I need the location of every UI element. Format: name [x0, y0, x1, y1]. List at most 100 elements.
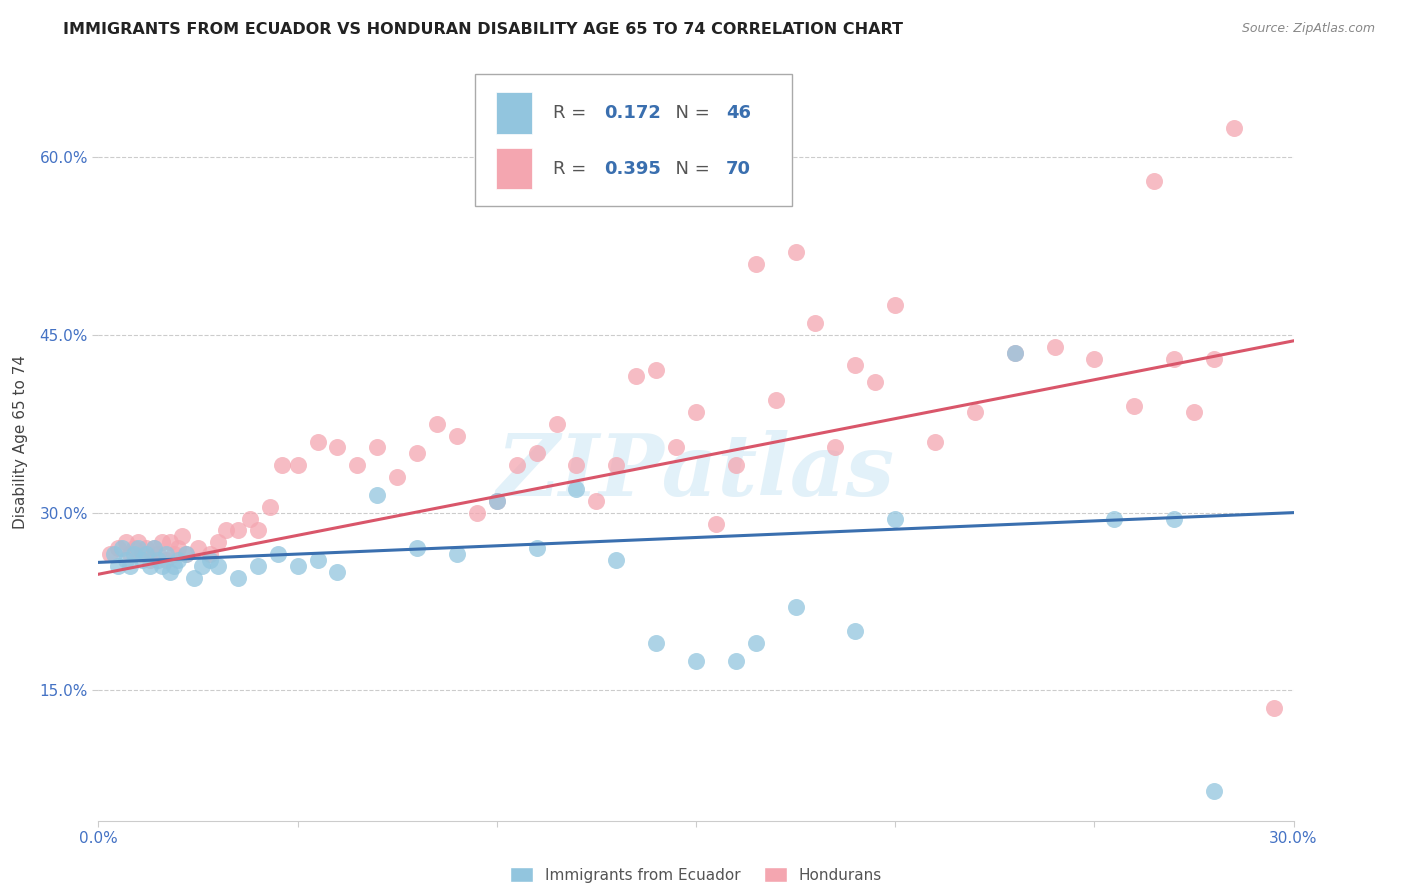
Point	[148, 553, 170, 567]
Point	[98, 547, 122, 561]
Text: N =: N =	[664, 160, 716, 178]
Point	[143, 541, 166, 556]
Point	[1202, 784, 1225, 798]
Point	[246, 524, 269, 538]
Point	[226, 571, 249, 585]
Text: IMMIGRANTS FROM ECUADOR VS HONDURAN DISABILITY AGE 65 TO 74 CORRELATION CHART: IMMIGRANTS FROM ECUADOR VS HONDURAN DISA…	[63, 22, 903, 37]
Text: ZIPatlas: ZIPatlas	[496, 430, 896, 514]
Text: R =: R =	[553, 104, 592, 122]
Point	[685, 654, 707, 668]
Point	[270, 458, 292, 473]
Point	[139, 553, 162, 567]
Point	[645, 636, 668, 650]
Point	[645, 363, 668, 377]
Point	[174, 547, 197, 561]
Point	[366, 488, 388, 502]
Point	[785, 600, 807, 615]
Point	[198, 553, 221, 567]
Point	[226, 524, 249, 538]
Point	[745, 257, 768, 271]
Point	[526, 541, 548, 556]
Point	[724, 654, 747, 668]
Point	[167, 541, 190, 556]
Point	[107, 558, 129, 573]
Point	[215, 524, 238, 538]
Point	[626, 369, 648, 384]
Point	[167, 553, 190, 567]
Point	[506, 458, 529, 473]
Point	[1263, 701, 1285, 715]
Point	[1004, 345, 1026, 359]
Point	[159, 535, 181, 549]
Point	[765, 393, 787, 408]
FancyBboxPatch shape	[475, 74, 792, 206]
Text: N =: N =	[664, 104, 716, 122]
Point	[1202, 351, 1225, 366]
Point	[187, 541, 209, 556]
Point	[163, 558, 186, 573]
Point	[150, 535, 173, 549]
Point	[884, 511, 907, 525]
Y-axis label: Disability Age 65 to 74: Disability Age 65 to 74	[14, 354, 28, 529]
Point	[287, 558, 309, 573]
Point	[426, 417, 449, 431]
Point	[1223, 120, 1246, 135]
Point	[485, 493, 508, 508]
Point	[150, 558, 173, 573]
FancyBboxPatch shape	[496, 148, 533, 189]
Point	[139, 558, 162, 573]
Point	[131, 553, 153, 567]
Text: 0.395: 0.395	[605, 160, 661, 178]
Point	[804, 316, 827, 330]
Point	[406, 446, 429, 460]
Point	[346, 458, 368, 473]
Point	[127, 541, 149, 556]
Point	[1182, 405, 1205, 419]
Point	[148, 547, 170, 561]
Point	[124, 547, 146, 561]
Point	[1104, 511, 1126, 525]
Point	[287, 458, 309, 473]
Point	[326, 441, 349, 455]
Point	[1143, 174, 1166, 188]
Point	[865, 376, 887, 390]
Point	[385, 470, 409, 484]
Point	[198, 547, 221, 561]
Point	[163, 547, 186, 561]
Point	[259, 500, 281, 514]
Point	[565, 482, 588, 496]
Point	[546, 417, 568, 431]
Point	[485, 493, 508, 508]
Point	[172, 529, 194, 543]
Text: 0.172: 0.172	[605, 104, 661, 122]
Point	[704, 517, 727, 532]
Point	[135, 547, 157, 561]
Point	[127, 535, 149, 549]
Point	[239, 511, 262, 525]
Text: Source: ZipAtlas.com: Source: ZipAtlas.com	[1241, 22, 1375, 36]
Point	[526, 446, 548, 460]
Point	[183, 571, 205, 585]
Point	[191, 558, 214, 573]
Point	[1123, 399, 1146, 413]
Point	[406, 541, 429, 556]
Point	[135, 541, 157, 556]
Point	[366, 441, 388, 455]
Point	[120, 547, 142, 561]
Text: 70: 70	[725, 160, 751, 178]
Point	[585, 493, 607, 508]
Point	[120, 558, 142, 573]
Point	[605, 553, 627, 567]
Point	[724, 458, 747, 473]
Text: R =: R =	[553, 160, 592, 178]
Point	[605, 458, 627, 473]
Point	[1004, 345, 1026, 359]
FancyBboxPatch shape	[496, 93, 533, 134]
Point	[155, 553, 177, 567]
Point	[665, 441, 688, 455]
Point	[1043, 340, 1066, 354]
Point	[143, 541, 166, 556]
Point	[685, 405, 707, 419]
Point	[246, 558, 269, 573]
Point	[745, 636, 768, 650]
